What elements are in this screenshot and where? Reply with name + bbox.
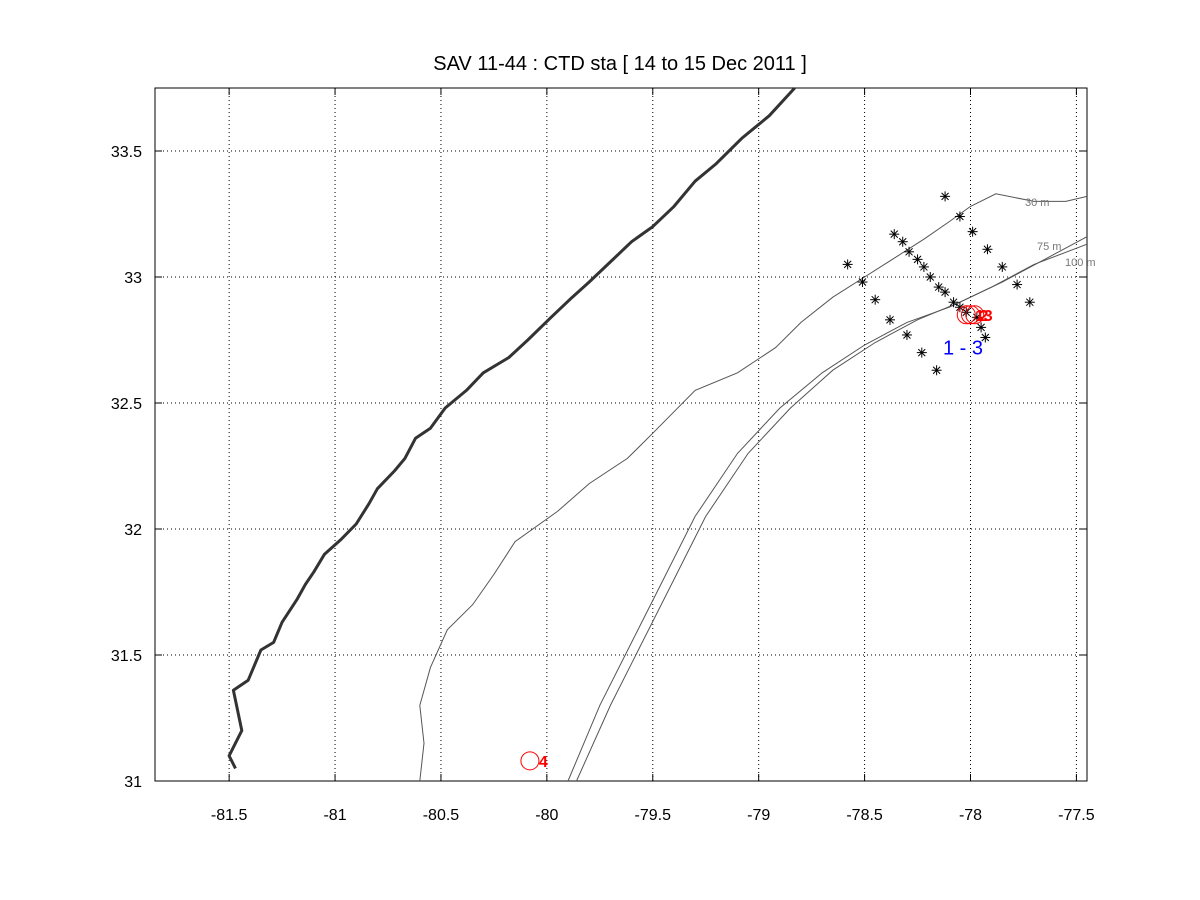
station-marker <box>1024 297 1035 308</box>
y-tick-label: 33.5 <box>111 144 142 161</box>
x-tick-label: -81 <box>323 807 346 824</box>
coastline <box>227 86 796 770</box>
isobath-line <box>419 193 1088 782</box>
y-tick-label: 32 <box>124 522 142 539</box>
axis-ticks: -81.5 -81 -80.5 -80 -79.5 -79 -78.5 -78 -77.5 31 3… <box>111 88 1095 824</box>
x-tick-label: -78 <box>959 807 982 824</box>
x-tick-label: -79 <box>747 807 770 824</box>
isobath-line <box>567 243 1088 782</box>
station-marker <box>918 261 929 272</box>
station-marker <box>885 314 896 325</box>
x-tick-label: -80.5 <box>423 807 460 824</box>
station-marker <box>940 287 951 298</box>
station-marker <box>933 282 944 293</box>
station-marker <box>925 272 936 282</box>
y-tick-label: 31 <box>124 774 142 791</box>
station-marker <box>940 191 951 202</box>
y-tick-label: 33 <box>124 270 142 287</box>
highlight-station-circle <box>965 305 985 325</box>
y-tick-label: 31.5 <box>111 648 142 665</box>
station-marker <box>916 347 927 358</box>
x-tick-label: -79.5 <box>635 807 672 824</box>
station-marker <box>948 297 959 308</box>
station-marker <box>954 302 965 313</box>
x-tick-label: -80 <box>535 807 558 824</box>
highlight-station-label: 3 <box>984 308 993 325</box>
contour-label-30m: 30 m <box>1025 197 1049 209</box>
ctd-stations <box>842 191 1035 376</box>
station-marker <box>982 244 993 255</box>
station-marker <box>967 226 978 237</box>
station-marker <box>997 261 1008 272</box>
coastline-path <box>227 86 796 770</box>
map-title: SAV 11-44 : CTD sta [ 14 to 15 Dec 2011 … <box>433 53 807 75</box>
isobath-line <box>576 236 1088 782</box>
isobath-contours <box>419 193 1088 782</box>
highlight-station-circle <box>961 305 980 325</box>
station-marker <box>842 259 853 270</box>
highlight-station-label: 4 <box>539 754 548 771</box>
station-marker <box>857 277 868 288</box>
station-marker <box>976 322 987 333</box>
x-tick-label: -77.5 <box>1058 807 1095 824</box>
x-tick-label: -81.5 <box>211 807 248 824</box>
station-marker <box>897 236 908 247</box>
highlight-station-circle <box>520 751 540 771</box>
contour-label-75m: 75 m <box>1037 241 1061 253</box>
x-tick-label: -78.5 <box>846 807 883 824</box>
station-marker <box>870 294 881 305</box>
highlight-station-circle <box>956 305 976 325</box>
station-group-label: 1 - 3 <box>943 338 983 360</box>
station-marker <box>931 365 942 376</box>
station-marker <box>904 246 915 257</box>
y-tick-label: 32.5 <box>111 396 142 413</box>
station-marker <box>1012 279 1023 290</box>
station-marker <box>980 332 991 343</box>
grid-lines <box>155 88 1087 782</box>
plot-frame <box>154 87 1088 782</box>
station-marker <box>954 211 965 222</box>
station-marker <box>912 254 923 265</box>
station-marker <box>901 329 912 340</box>
station-marker <box>889 229 900 240</box>
contour-label-100m: 100 m <box>1065 257 1096 269</box>
